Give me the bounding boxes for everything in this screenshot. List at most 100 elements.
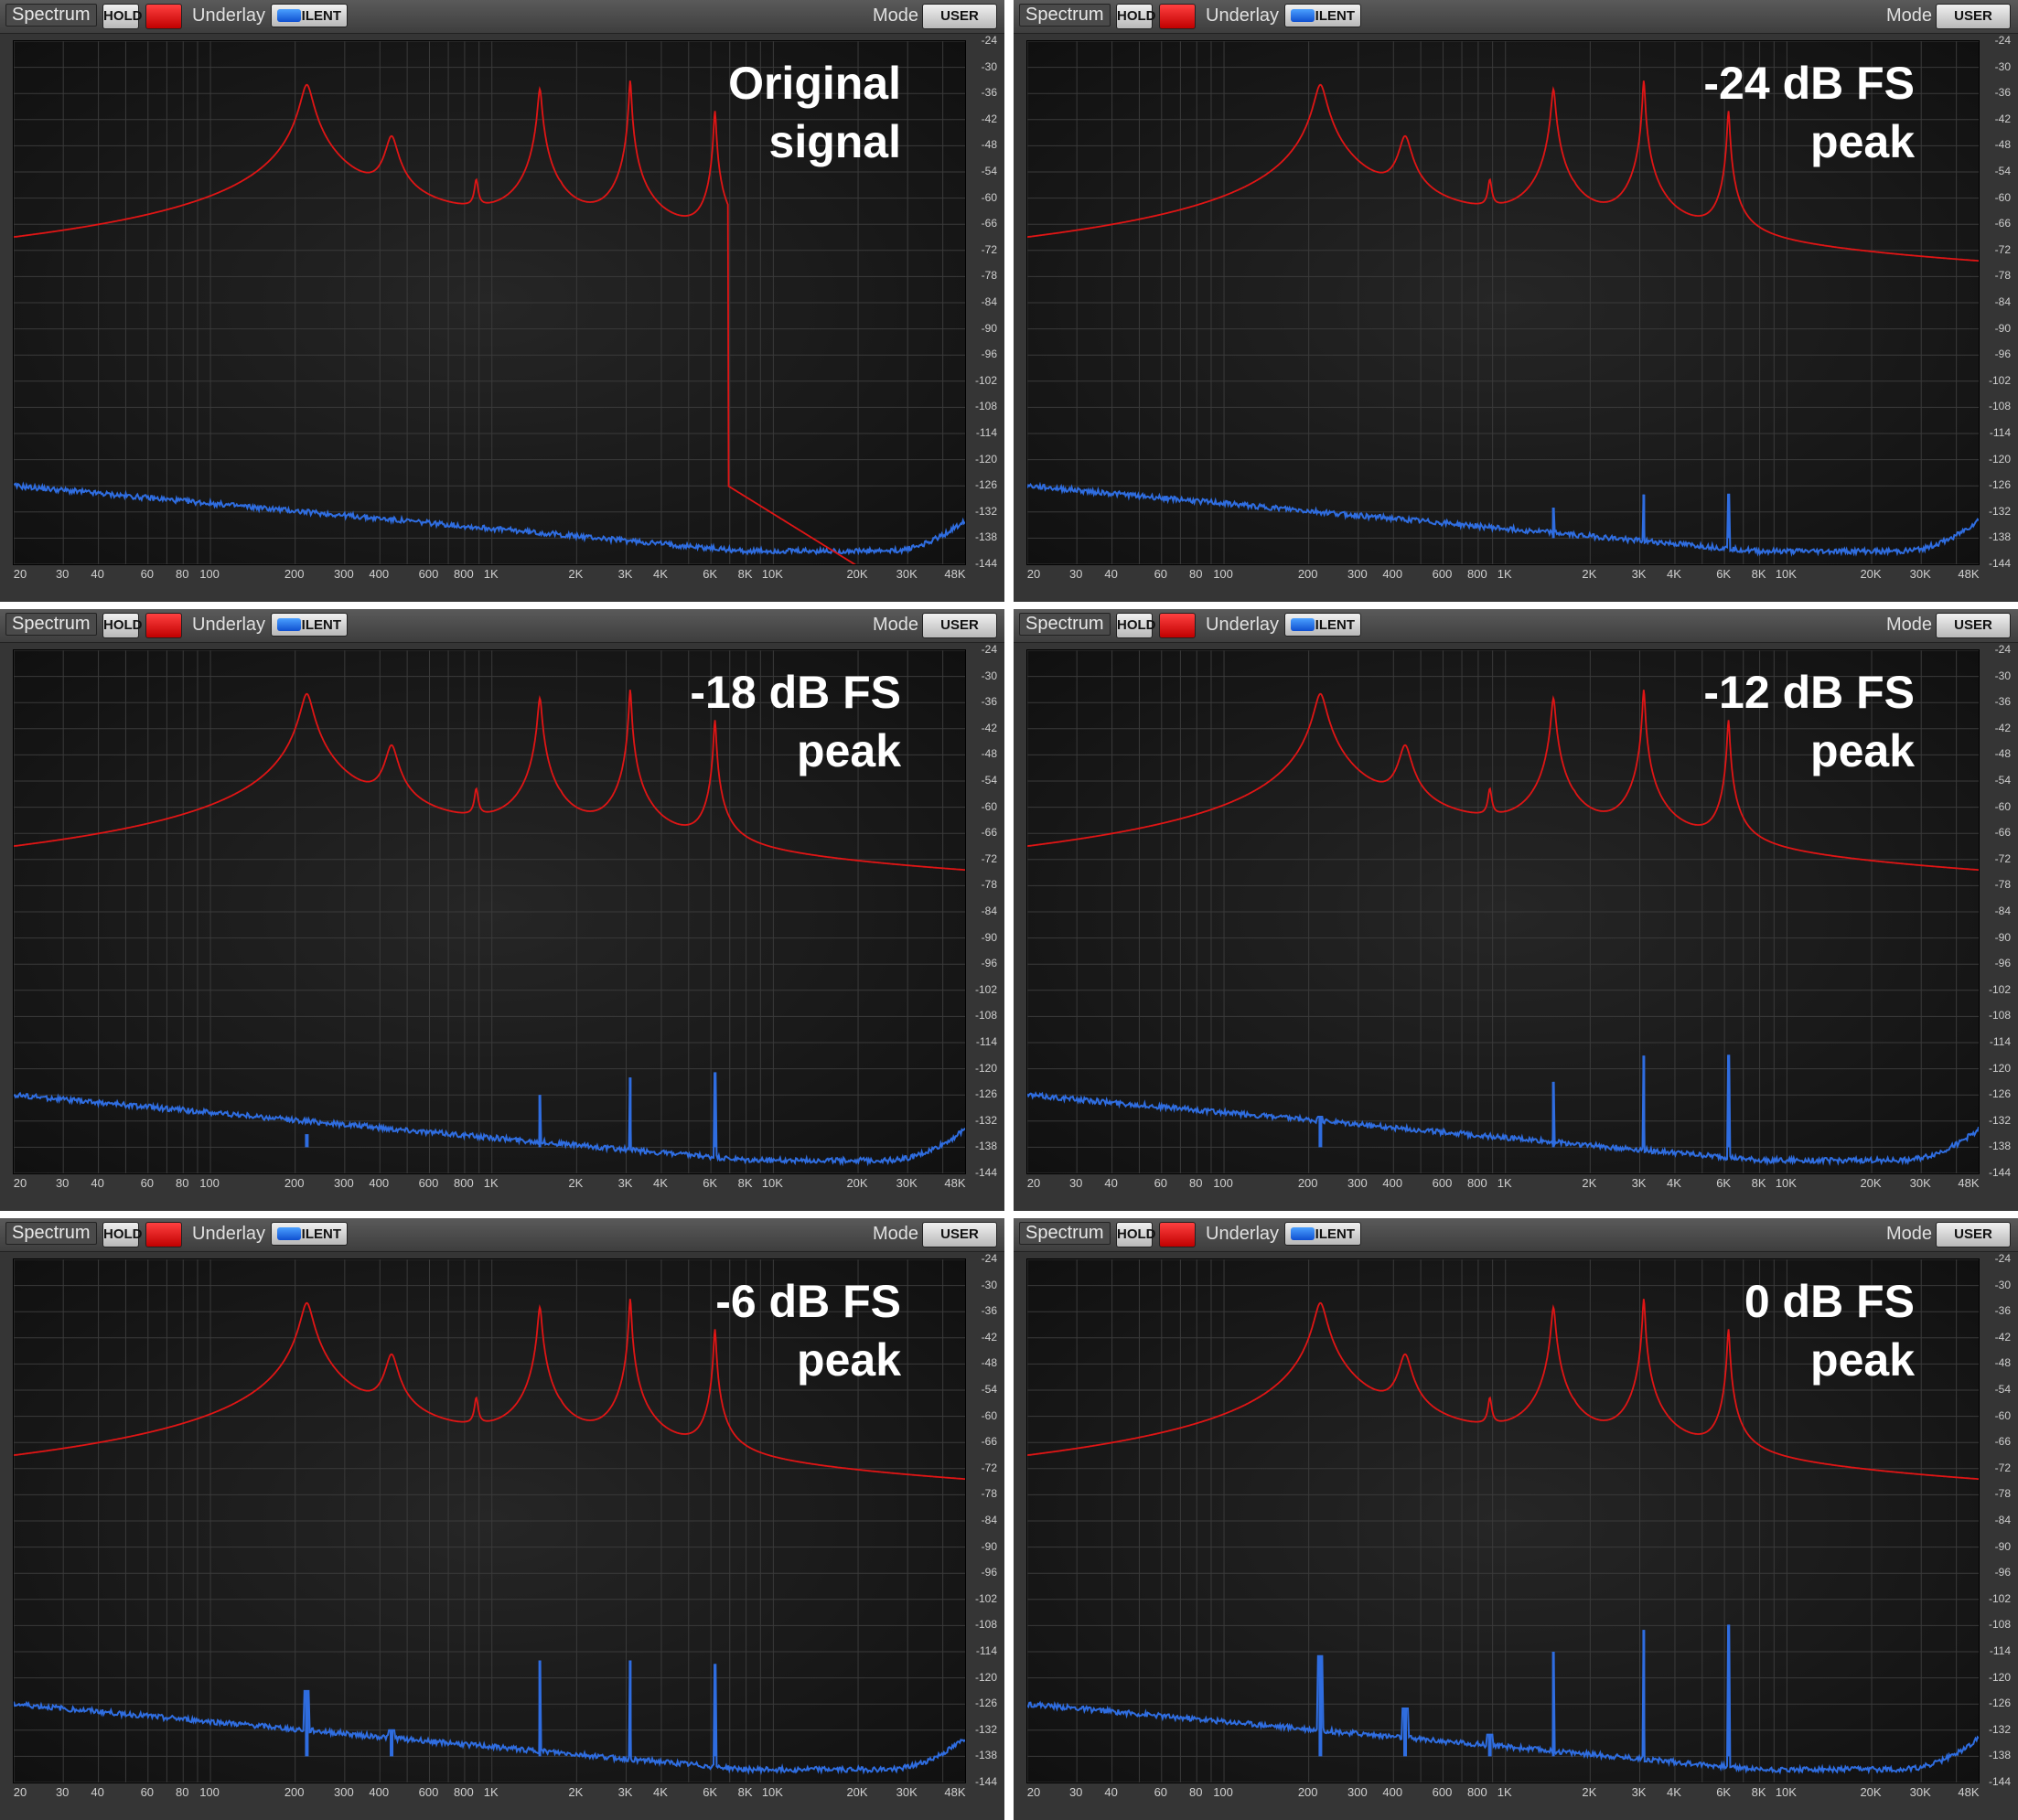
signal-color-swatch[interactable] [145, 1222, 182, 1247]
x-tick-label: 20 [13, 1785, 27, 1799]
signal-color-swatch[interactable] [1159, 613, 1196, 638]
x-tick-label: 8K [737, 1176, 753, 1190]
spectrum-svg [14, 41, 965, 564]
underlay-series-line [14, 1660, 965, 1776]
hold-button[interactable]: HOLD [1116, 1222, 1156, 1247]
hold-button[interactable]: HOLD [102, 613, 143, 638]
x-tick-label: 60 [1154, 1785, 1168, 1799]
y-tick-label: -84 [981, 295, 997, 308]
mode-user-button[interactable]: USER [922, 613, 997, 638]
x-tick-label: 3K [1631, 567, 1647, 581]
toolbar: Spectrum HOLD Underlay SILENT Mode USER [0, 1218, 1004, 1252]
underlay-silent-button[interactable]: SILENT [271, 4, 348, 27]
mode-user-button[interactable]: USER [1936, 4, 2011, 29]
x-tick-label: 40 [1104, 1785, 1118, 1799]
caption-line-2: peak [797, 725, 901, 776]
y-tick-label: -42 [1994, 112, 2011, 125]
y-tick-label: -60 [1994, 1408, 2011, 1422]
y-tick-label: -120 [1988, 1061, 2011, 1075]
y-tick-label: -114 [975, 426, 997, 439]
y-tick-label: -108 [1988, 1618, 2011, 1632]
y-tick-label: -132 [974, 504, 997, 518]
underlay-silent-button[interactable]: SILENT [1284, 4, 1361, 27]
y-tick-label: -78 [981, 878, 997, 892]
y-tick-label: -84 [981, 1514, 997, 1526]
underlay-label: Underlay [1206, 615, 1280, 635]
y-tick-label: -132 [974, 1113, 997, 1127]
x-tick-label: 100 [199, 567, 220, 581]
underlay-silent-button[interactable]: SILENT [271, 1222, 348, 1246]
underlay-silent-button[interactable]: SILENT [1284, 1222, 1361, 1246]
spectrum-title[interactable]: Spectrum [5, 4, 97, 27]
y-tick-label: -126 [974, 1697, 997, 1710]
caption-line-1: Original [728, 58, 901, 109]
caption-line-1: -6 dB FS [715, 1276, 901, 1327]
x-tick-label: 48K [944, 1785, 966, 1799]
x-tick-label: 1K [1497, 567, 1512, 581]
y-tick-label: -30 [981, 669, 997, 682]
y-tick-label: -54 [981, 1383, 997, 1396]
x-tick-label: 100 [199, 1785, 220, 1799]
signal-color-swatch[interactable] [1159, 1222, 1196, 1247]
y-tick-label: -84 [981, 905, 997, 917]
spectrum-plot: -12 dB FS peak [1026, 649, 1980, 1174]
x-tick-label: 6K [1716, 1176, 1732, 1190]
signal-color-swatch[interactable] [145, 613, 182, 638]
x-tick-label: 300 [333, 567, 354, 581]
y-axis-labels: -24 -30 -36 -42 -48 -54 -60 -66 -72 -78 -84 -90 -96 -… [1980, 643, 2013, 1179]
underlay-silent-button[interactable]: SILENT [1284, 613, 1361, 637]
spectrum-title[interactable]: Spectrum [5, 613, 97, 636]
y-tick-label: -84 [1994, 905, 2011, 917]
caption-line-2: peak [1810, 1334, 1915, 1386]
signal-color-swatch[interactable] [1159, 4, 1196, 29]
hold-button[interactable]: HOLD [1116, 613, 1156, 638]
y-tick-label: -102 [1988, 1591, 2011, 1605]
mode-user-button[interactable]: USER [922, 4, 997, 29]
spectrum-svg [14, 650, 965, 1173]
mode-user-button[interactable]: USER [1936, 613, 2011, 638]
y-tick-label: -144 [1988, 1166, 2011, 1179]
spectrum-title[interactable]: Spectrum [1019, 1222, 1111, 1245]
x-tick-label: 800 [454, 1785, 474, 1799]
hold-button[interactable]: HOLD [102, 4, 143, 29]
x-tick-label: 800 [454, 567, 474, 581]
x-tick-label: 60 [140, 1176, 155, 1190]
y-tick-label: -78 [981, 269, 997, 283]
spectrum-title[interactable]: Spectrum [1019, 613, 1111, 636]
x-tick-label: 20K [846, 1176, 868, 1190]
x-tick-label: 800 [454, 1176, 474, 1190]
spectrum-title[interactable]: Spectrum [5, 1222, 97, 1245]
spectrum-plot: Original signal [13, 40, 966, 565]
y-tick-label: -42 [981, 1330, 997, 1344]
y-tick-label: -66 [981, 826, 997, 840]
x-tick-label: 40 [91, 567, 104, 581]
x-tick-label: 10K [761, 1176, 783, 1190]
mode-user-button[interactable]: USER [1936, 1222, 2011, 1247]
y-tick-label: -66 [981, 1435, 997, 1449]
x-tick-label: 20 [13, 567, 27, 581]
caption-line-2: peak [1810, 725, 1915, 776]
spectrum-title[interactable]: Spectrum [1019, 4, 1111, 27]
y-axis-labels: -24 -30 -36 -42 -48 -54 -60 -66 -72 -78 -84 -90 -96 -… [1980, 1252, 2013, 1788]
spectrum-plot: -24 dB FS peak [1026, 40, 1980, 565]
x-tick-label: 600 [1432, 567, 1453, 581]
y-tick-label: -42 [981, 721, 997, 734]
signal-series-line [1027, 1299, 1979, 1481]
spectrum-panel-5: Spectrum HOLD Underlay SILENT Mode USER … [0, 1218, 1004, 1820]
x-tick-label: 20 [1026, 1785, 1041, 1799]
y-tick-label: -30 [981, 1278, 997, 1291]
y-tick-label: -72 [981, 1461, 997, 1474]
x-tick-label: 400 [1382, 1785, 1403, 1799]
x-axis-labels: 20 30 40 60 80 100 200 300 400 600 800 1K 2K 3K 4K 6K 8K… [1026, 565, 1980, 585]
underlay-silent-button[interactable]: SILENT [271, 613, 348, 637]
x-tick-label: 3K [617, 567, 633, 581]
x-axis-labels: 20 30 40 60 80 100 200 300 400 600 800 1K 2K 3K 4K 6K 8K… [13, 565, 966, 585]
mode-user-button[interactable]: USER [922, 1222, 997, 1247]
x-tick-label: 80 [176, 1785, 189, 1799]
x-tick-label: 48K [1958, 1785, 1980, 1799]
x-tick-label: 10K [1775, 567, 1797, 581]
signal-color-swatch[interactable] [145, 4, 182, 29]
y-tick-label: -66 [1994, 217, 2011, 230]
hold-button[interactable]: HOLD [102, 1222, 143, 1247]
hold-button[interactable]: HOLD [1116, 4, 1156, 29]
